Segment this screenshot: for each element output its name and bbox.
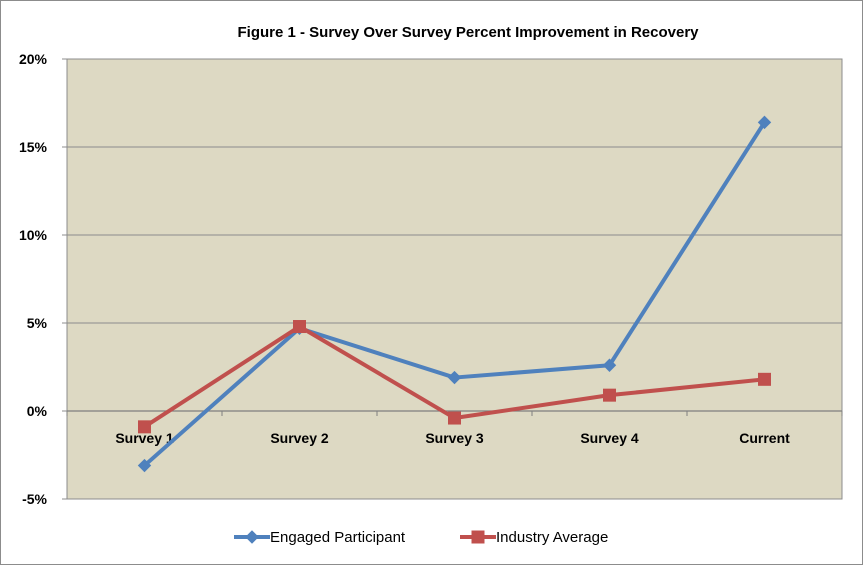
series-industry-average bbox=[138, 320, 771, 434]
legend-label: Industry Average bbox=[496, 529, 608, 546]
series-group bbox=[137, 115, 772, 473]
x-tick-label: Survey 2 bbox=[270, 430, 329, 446]
legend-label: Engaged Participant bbox=[270, 529, 406, 546]
data-point-marker bbox=[293, 320, 306, 334]
x-tick-label: Survey 4 bbox=[580, 430, 639, 446]
y-tick-label: 20% bbox=[19, 51, 48, 67]
data-point-marker bbox=[137, 458, 152, 473]
data-point-marker bbox=[471, 530, 485, 544]
y-tick-label: 0% bbox=[27, 403, 48, 419]
plot-area bbox=[66, 58, 843, 500]
x-tick-label: Survey 3 bbox=[425, 430, 484, 446]
gridlines bbox=[62, 58, 843, 500]
x-axis-tick-labels: Survey 1 Survey 2 Survey 3 Survey 4 Current bbox=[115, 430, 790, 446]
legend: Engaged Participant Industry Average bbox=[234, 529, 608, 546]
y-tick-label: 15% bbox=[19, 139, 48, 155]
data-point-marker bbox=[447, 370, 462, 385]
data-point-marker bbox=[603, 388, 616, 402]
data-point-marker bbox=[757, 115, 772, 130]
x-tick-label: Current bbox=[739, 430, 790, 446]
data-point-marker bbox=[448, 411, 461, 425]
y-axis-tick-labels: 20% 15% 10% 5% 0% -5% bbox=[19, 51, 48, 507]
y-tick-label: -5% bbox=[22, 491, 47, 507]
data-point-marker bbox=[138, 420, 151, 434]
x-tick-label: Survey 1 bbox=[115, 430, 174, 446]
chart-title: Figure 1 - Survey Over Survey Percent Im… bbox=[237, 24, 699, 41]
legend-entry: Industry Average bbox=[460, 529, 608, 546]
data-point-marker bbox=[245, 530, 259, 544]
legend-entry: Engaged Participant bbox=[234, 529, 406, 546]
data-point-marker bbox=[758, 372, 771, 386]
y-tick-label: 5% bbox=[27, 315, 48, 331]
y-tick-label: 10% bbox=[19, 227, 48, 243]
data-point-marker bbox=[602, 358, 617, 372]
